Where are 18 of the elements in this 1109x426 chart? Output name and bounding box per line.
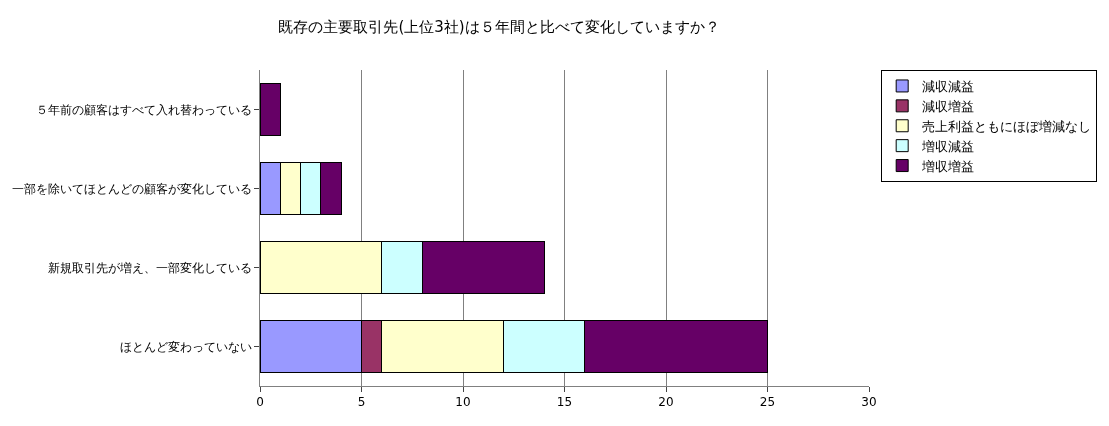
legend-label: 減収増益 — [922, 98, 975, 114]
legend-label: 売上利益ともにほぼ増減なし — [922, 118, 1092, 134]
bar — [260, 83, 281, 136]
y-tick-label: ５年前の顧客はすべて入れ替わっている — [35, 102, 252, 117]
legend-label: 増収減益 — [921, 138, 975, 154]
x-tick-label: 25 — [759, 395, 776, 410]
y-tick-label: ほとんど変わっていない — [119, 339, 252, 354]
legend-label: 減収減益 — [922, 79, 975, 95]
x-tick-label: 0 — [256, 395, 264, 410]
y-tick-label: 一部を除いてほとんどの顧客が変化している — [11, 181, 252, 196]
x-tick-label: 30 — [861, 395, 877, 410]
legend-label: 増収増益 — [921, 158, 975, 174]
chart-title: 既存の主要取引先(上位3社)は５年間と比べて変化していますか？ — [278, 17, 720, 36]
x-tick-label: 20 — [658, 395, 674, 410]
y-tick-label: 新規取引先が増え、一部変化している — [47, 260, 252, 275]
x-tick-label: 5 — [357, 395, 366, 410]
x-tick-label: 15 — [556, 395, 573, 410]
x-tick-label: 10 — [455, 395, 471, 410]
